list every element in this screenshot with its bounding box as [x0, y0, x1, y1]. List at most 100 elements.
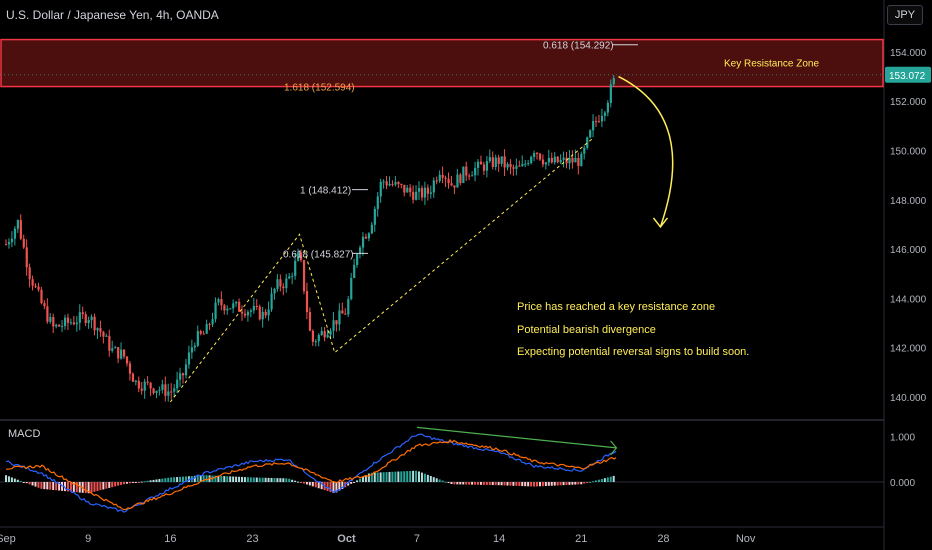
candle-body	[223, 305, 226, 311]
macd-hist-bar	[418, 471, 420, 482]
candle-body	[84, 314, 87, 323]
macd-hist-bar	[190, 476, 193, 482]
candle-body	[353, 264, 356, 279]
macd-hist-bar	[406, 471, 409, 482]
macd-hist-bar	[246, 477, 249, 482]
macd-hist-bar	[503, 482, 506, 486]
macd-line	[5, 433, 617, 513]
candle-body	[208, 324, 211, 326]
x-tick-label: Oct	[337, 533, 356, 545]
macd-hist-bar	[485, 482, 488, 485]
macd-hist-bar	[87, 482, 90, 494]
macd-hist-bar	[544, 482, 547, 486]
macd-hist-bar	[530, 482, 533, 487]
candle-body	[261, 311, 264, 320]
macd-hist-bar	[580, 482, 583, 485]
candle-body	[149, 382, 152, 389]
macd-hist-bar	[515, 482, 518, 486]
candle-body	[488, 157, 491, 162]
candle-body	[592, 121, 595, 131]
macd-label: MACD	[8, 428, 41, 440]
candle-body	[252, 306, 255, 311]
candle-body	[49, 317, 52, 322]
candle-body	[125, 356, 129, 364]
macd-hist-bar	[179, 476, 182, 482]
macd-hist-bar	[66, 482, 69, 492]
macd-hist-bar	[40, 482, 43, 489]
macd-hist-bar	[477, 482, 479, 485]
macd-hist-bar	[249, 477, 252, 482]
x-tick-label: Nov	[736, 533, 756, 545]
macd-hist-bar	[388, 471, 391, 482]
candle-body	[453, 185, 456, 188]
candle-body	[468, 175, 471, 177]
candle-body	[238, 301, 241, 312]
candle-body	[438, 174, 441, 182]
candle-body	[72, 322, 76, 325]
candle-body	[503, 156, 506, 168]
macd-hist-bar	[444, 481, 447, 483]
x-tick-label: 21	[575, 533, 587, 545]
macd-hist-bar	[93, 482, 96, 492]
macd-hist-bar	[347, 482, 350, 486]
macd-hist-bar	[597, 479, 600, 482]
candle-body	[184, 364, 188, 376]
candle-body	[19, 220, 22, 239]
macd-hist-bar	[447, 482, 450, 483]
divergence-arrow-head	[610, 440, 618, 456]
candle-body	[553, 156, 556, 163]
reversal-arrow-head	[652, 217, 669, 229]
candle-body	[217, 299, 220, 303]
candle-body	[5, 244, 8, 246]
candle-body	[456, 174, 459, 188]
macd-hist-bar	[382, 472, 385, 482]
macd-hist-bar	[90, 482, 93, 493]
last-price-label: 153.072	[889, 71, 926, 82]
candle-body	[597, 121, 601, 123]
macd-hist-bar	[527, 482, 530, 487]
y-tick-label: 150.000	[890, 147, 927, 158]
macd-hist-bar	[565, 482, 568, 485]
candle-body	[297, 252, 300, 261]
macd-y-tick-label: 0.000	[890, 478, 915, 489]
macd-hist-bar	[600, 478, 603, 482]
macd-hist-bar	[226, 476, 229, 482]
candle-body	[426, 187, 430, 194]
candle-body	[232, 303, 235, 309]
macd-hist-bar	[450, 482, 453, 485]
macd-hist-bar	[34, 482, 37, 487]
candle-body	[264, 311, 267, 316]
macd-hist-bar	[356, 480, 359, 482]
candle-body	[282, 286, 285, 289]
macd-hist-bar	[140, 481, 143, 483]
candle-body	[146, 381, 149, 383]
macd-hist-bar	[326, 482, 329, 492]
x-tick-label: 23	[246, 533, 258, 545]
macd-hist-bar	[353, 482, 356, 483]
note-divergence: Potential bearish divergence	[517, 324, 656, 336]
candle-body	[58, 324, 61, 327]
macd-hist-bar	[108, 482, 111, 488]
candle-body	[190, 347, 194, 353]
macd-hist-bar	[524, 482, 527, 487]
macd-hist-bar	[52, 482, 55, 490]
candle-body	[193, 345, 196, 348]
candle-body	[547, 158, 550, 163]
y-tick-label: 142.000	[890, 344, 927, 355]
x-tick-label: Sep	[0, 533, 16, 545]
candle-body	[536, 152, 539, 154]
candle-body	[376, 196, 379, 209]
macd-hist-bar	[258, 477, 261, 482]
macd-hist-bar	[96, 482, 99, 491]
currency-button[interactable]: JPY	[887, 5, 923, 25]
macd-hist-bar	[320, 482, 323, 490]
macd-hist-bar	[288, 478, 291, 482]
macd-hist-bar	[397, 471, 400, 482]
candle-body	[205, 324, 208, 334]
macd-hist-bar	[120, 482, 123, 485]
macd-hist-bar	[49, 482, 52, 490]
y-tick-label: 144.000	[890, 294, 927, 305]
candle-body	[326, 334, 329, 338]
macd-hist-bar	[75, 482, 78, 493]
